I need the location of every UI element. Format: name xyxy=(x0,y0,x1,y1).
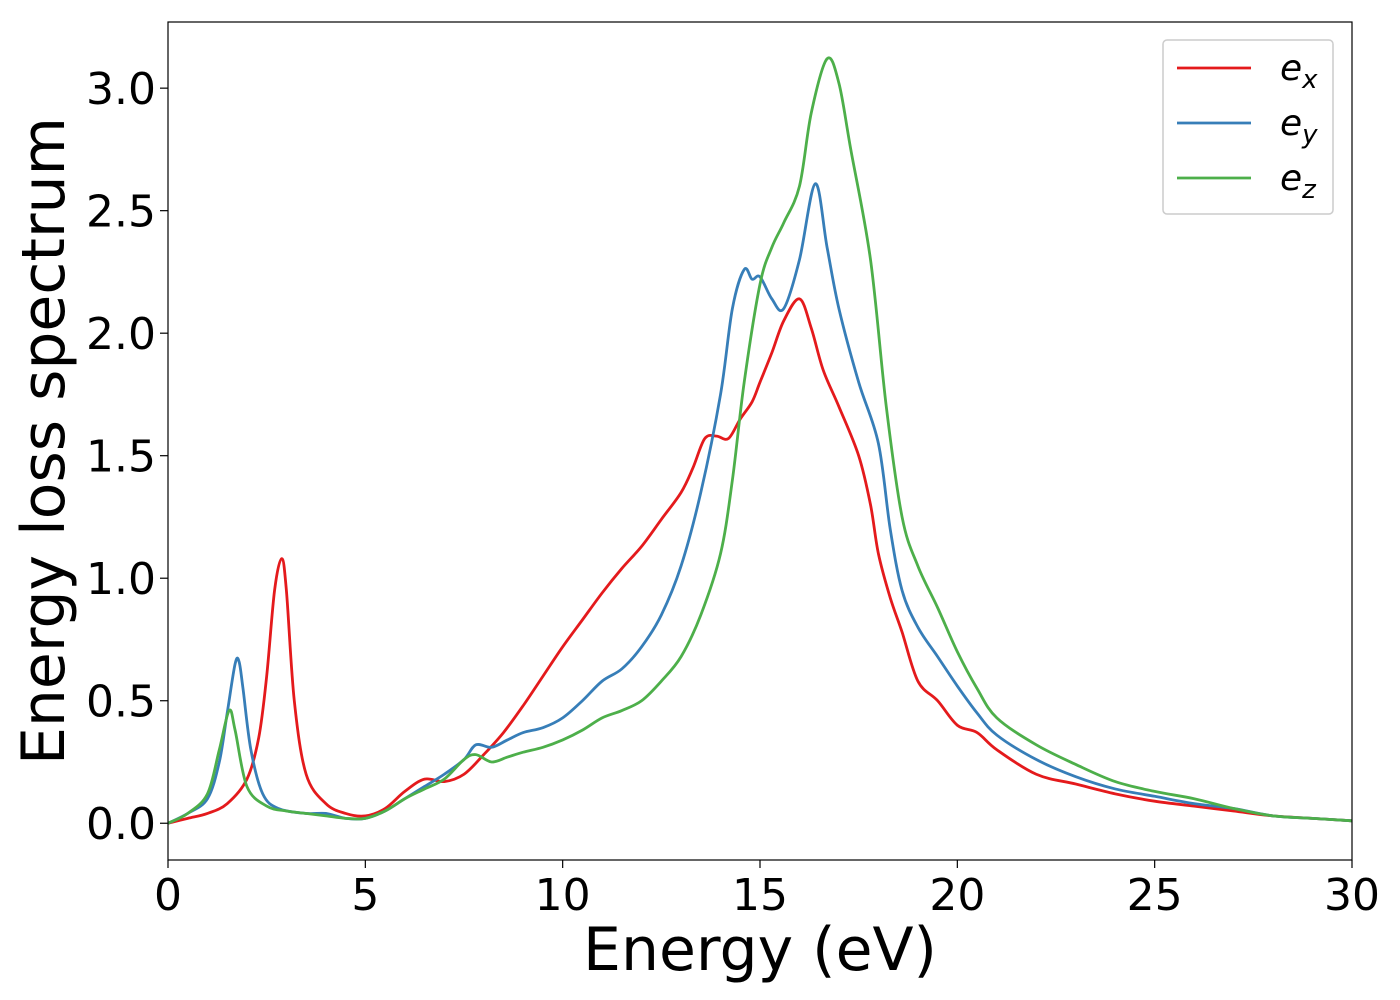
legend-label-sub: y xyxy=(1301,120,1318,150)
x-tick-label: 15 xyxy=(732,870,788,921)
series-line-e-x xyxy=(168,297,1352,825)
legend-label-sub: x xyxy=(1301,65,1318,95)
x-axis-ticks: 0 5 10 15 20 25 30 xyxy=(154,860,1380,921)
series-line-e-z xyxy=(168,56,1352,825)
y-tick-label: 2.5 xyxy=(86,187,156,238)
y-tick-label: 1.5 xyxy=(86,432,156,483)
y-axis-ticks: 0.0 0.5 1.0 1.5 2.0 2.5 3.0 xyxy=(86,64,168,850)
x-tick-label: 25 xyxy=(1127,870,1183,921)
legend-label-main: e xyxy=(1280,158,1302,199)
y-tick-label: 0.0 xyxy=(86,799,156,850)
y-tick-label: 1.0 xyxy=(86,554,156,605)
y-axis-label: Energy loss spectrum xyxy=(9,117,79,765)
y-tick-label: 0.5 xyxy=(86,677,156,728)
x-axis-label: Energy (eV) xyxy=(583,915,937,985)
y-tick-label: 2.0 xyxy=(86,309,156,360)
legend-label-e-x: ex xyxy=(1280,48,1318,95)
legend-label-e-z: ez xyxy=(1280,158,1317,205)
x-tick-label: 0 xyxy=(154,870,182,921)
legend-box xyxy=(1162,39,1334,215)
legend-label-main: e xyxy=(1280,48,1302,89)
x-tick-label: 10 xyxy=(535,870,591,921)
legend-label-main: e xyxy=(1280,103,1302,144)
legend-label-sub: z xyxy=(1301,175,1317,205)
legend-label-e-y: ey xyxy=(1280,103,1318,150)
x-tick-label: 30 xyxy=(1324,870,1380,921)
y-tick-label: 3.0 xyxy=(86,64,156,115)
x-tick-label: 5 xyxy=(351,870,379,921)
series-layer xyxy=(168,56,1352,825)
x-tick-label: 20 xyxy=(929,870,985,921)
